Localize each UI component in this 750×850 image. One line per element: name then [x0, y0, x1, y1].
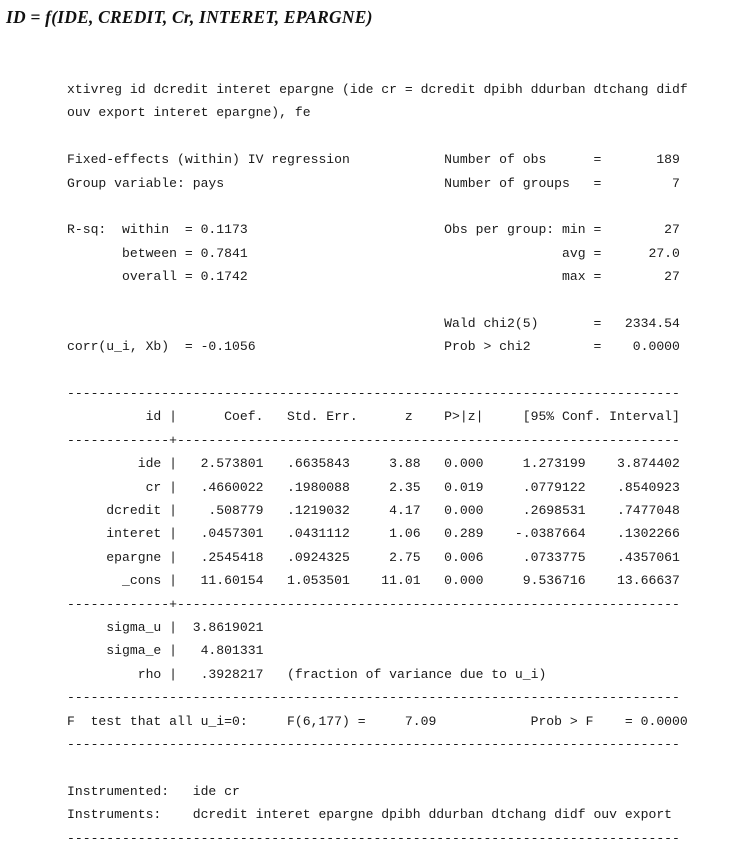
model-title-line: Fixed-effects (within) IV regression Num…: [67, 152, 680, 168]
corr-prob-chi2-line: corr(u_i, Xb) = -0.1056 Prob > chi2 = 0.…: [67, 339, 680, 355]
table-row-ide: ide | 2.573801 .6635843 3.88 0.000 1.273…: [67, 456, 680, 472]
rsq-overall-line: overall = 0.1742 max = 27: [67, 269, 680, 285]
rsq-within-line: R-sq: within = 0.1173 Obs per group: min…: [67, 222, 680, 238]
spacer-line-3: [67, 289, 750, 312]
spacer-line-4: [67, 359, 750, 382]
table-top-rule: ----------------------------------------…: [67, 386, 680, 402]
table-row-dcredit: dcredit | .508779 .1219032 4.17 0.000 .2…: [67, 503, 680, 519]
spacer-line-1: [67, 125, 750, 148]
wald-chi2-line: Wald chi2(5) = 2334.54: [67, 315, 680, 331]
instrumented-line: Instrumented: ide cr: [67, 783, 240, 799]
table-row-epargne: epargne | .2545418 .0924325 2.75 0.006 .…: [67, 549, 680, 565]
table-row-cr: cr | .4660022 .1980088 2.35 0.019 .07791…: [67, 479, 680, 495]
table-variance-rule: -------------+--------------------------…: [67, 596, 680, 612]
table-row-sigma-u: sigma_u | 3.8619021: [67, 619, 264, 635]
table-header-rule: -------------+--------------------------…: [67, 432, 680, 448]
table-row-rho: rho | .3928217 (fraction of variance due…: [67, 666, 547, 682]
equation-block: ID = f(IDE, CREDIT, Cr, INTERET, EPARGNE…: [6, 2, 744, 36]
f-test-line: F test that all u_i=0: F(6,177) = 7.09 P…: [67, 713, 688, 729]
group-variable-line: Group variable: pays Number of groups = …: [67, 175, 680, 191]
command-line-2: ouv export interet epargne), fe: [67, 105, 311, 121]
instruments-line: Instruments: dcredit interet epargne dpi…: [67, 807, 673, 823]
spacer-line-2: [67, 195, 750, 218]
table-bottom-rule: ----------------------------------------…: [67, 690, 680, 706]
command-line-1: xtivreg id dcredit interet epargne (ide …: [67, 82, 688, 97]
footer-rule: ----------------------------------------…: [67, 830, 680, 846]
rsq-between-line: between = 0.7841 avg = 27.0: [67, 245, 680, 261]
table-row-sigma-e: sigma_e | 4.801331: [67, 643, 264, 659]
spacer-line-5: [67, 756, 750, 779]
f-test-bottom-rule: ----------------------------------------…: [67, 736, 680, 752]
model-equation: ID = f(IDE, CREDIT, Cr, INTERET, EPARGNE…: [6, 7, 373, 27]
table-column-header: id | Coef. Std. Err. z P>|z| [95% Conf. …: [67, 409, 680, 425]
table-row-cons: _cons | 11.60154 1.053501 11.01 0.000 9.…: [67, 573, 680, 589]
table-row-interet: interet | .0457301 .0431112 1.06 0.289 -…: [67, 526, 680, 542]
stata-output-console: xtivreg id dcredit interet epargne (ide …: [67, 78, 750, 846]
